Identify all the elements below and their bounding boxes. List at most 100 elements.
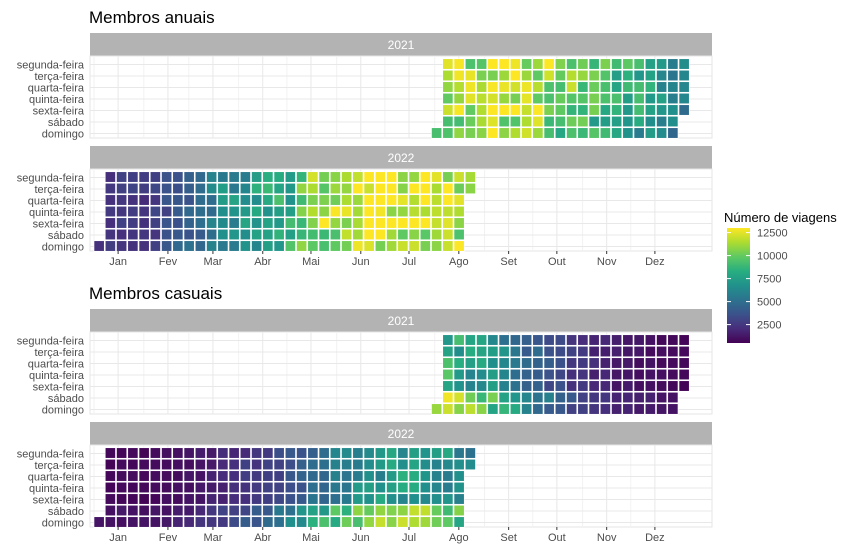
heatmap-cell — [296, 458, 308, 471]
heatmap-cell — [453, 104, 465, 116]
heatmap-cell — [239, 481, 251, 494]
heatmap-cell — [386, 493, 398, 505]
heatmap-cell — [307, 171, 319, 183]
heatmap-cell — [588, 58, 600, 70]
heatmap-cell — [161, 228, 173, 241]
heatmap-cell — [464, 458, 476, 471]
heatmap-cell — [172, 447, 184, 459]
heatmap-cell — [116, 493, 128, 505]
heatmap-cell — [352, 481, 364, 494]
heatmap-cell — [228, 481, 240, 494]
heatmap-cell — [611, 69, 623, 82]
heatmap-cell — [442, 115, 454, 128]
heatmap-cell — [521, 403, 533, 415]
weekday-label: quinta-feira — [29, 94, 85, 106]
heatmap-cell — [532, 92, 544, 105]
heatmap-cell — [217, 493, 229, 505]
heatmap-cell — [566, 357, 578, 369]
heatmap-cell — [599, 345, 611, 358]
heatmap-cell — [644, 104, 656, 116]
heatmap-cell — [611, 58, 623, 70]
heatmap-cell — [419, 182, 431, 195]
weekday-label: terça-feira — [34, 347, 84, 359]
heatmap-cell — [498, 104, 510, 116]
heatmap-cell — [464, 403, 476, 415]
heatmap-cell — [554, 380, 566, 392]
heatmap-cell — [442, 205, 454, 218]
heatmap-cell — [656, 104, 668, 116]
facet-strip — [90, 33, 712, 56]
heatmap-cell — [588, 357, 600, 369]
heatmap-cell — [453, 391, 465, 404]
heatmap-cell — [487, 380, 499, 392]
heatmap-cell — [363, 171, 375, 183]
weekday-label: domingo — [42, 405, 84, 417]
weekday-label: terça-feira — [34, 71, 84, 83]
heatmap-cell — [498, 357, 510, 369]
heatmap-cell — [487, 391, 499, 404]
heatmap-cell — [296, 194, 308, 206]
heatmap-cell — [442, 516, 454, 528]
heatmap-cell — [588, 391, 600, 404]
heatmap-cell — [543, 391, 555, 404]
heatmap-cell — [217, 205, 229, 218]
heatmap-cell — [318, 217, 330, 229]
weekday-label: terça-feira — [34, 184, 84, 196]
heatmap-cell — [273, 516, 285, 528]
heatmap-cell — [419, 205, 431, 218]
facet-strip-label: 2022 — [388, 151, 415, 165]
legend-tick-label: 5000 — [757, 297, 781, 309]
weekday-label: sábado — [48, 117, 84, 129]
heatmap-cell — [408, 217, 420, 229]
heatmap-cell — [464, 115, 476, 128]
heatmap-cell — [509, 357, 521, 369]
heatmap-cell — [307, 194, 319, 206]
heatmap-cell — [251, 504, 263, 517]
heatmap-cell — [194, 481, 206, 494]
heatmap-cell — [307, 217, 319, 229]
heatmap-cell — [431, 127, 443, 139]
heatmap-cell — [442, 481, 454, 494]
heatmap-cell — [599, 391, 611, 404]
heatmap-cell — [239, 194, 251, 206]
heatmap-cell — [476, 69, 488, 82]
heatmap-cell — [622, 357, 634, 369]
heatmap-cell — [172, 228, 184, 241]
heatmap-cell — [194, 458, 206, 471]
heatmap-cell — [476, 403, 488, 415]
heatmap-cell — [116, 481, 128, 494]
heatmap-cell — [183, 458, 195, 471]
heatmap-cell — [521, 92, 533, 105]
heatmap-cell — [149, 516, 161, 528]
heatmap-cell — [273, 194, 285, 206]
heatmap-cell — [644, 391, 656, 404]
heatmap-cell — [127, 205, 139, 218]
heatmap-cell — [543, 92, 555, 105]
heatmap-cell — [284, 171, 296, 183]
heatmap-cell — [273, 205, 285, 218]
heatmap-cell — [397, 240, 409, 252]
heatmap-cell — [262, 504, 274, 517]
heatmap-cell — [172, 481, 184, 494]
heatmap-cell — [217, 458, 229, 471]
heatmap-cell — [194, 516, 206, 528]
heatmap-cell — [262, 470, 274, 482]
heatmap-cell — [104, 217, 116, 229]
heatmap-cell — [588, 334, 600, 346]
heatmap-cell — [442, 171, 454, 183]
heatmap-cell — [341, 504, 353, 517]
heatmap-cell — [453, 115, 465, 128]
heatmap-cell — [194, 493, 206, 505]
heatmap-cell — [172, 194, 184, 206]
heatmap-cell — [633, 403, 645, 415]
heatmap-cell — [554, 92, 566, 105]
weekday-label: sexta-feira — [33, 219, 85, 231]
heatmap-cell — [363, 504, 375, 517]
weekday-label: quinta-feira — [29, 370, 85, 382]
heatmap-cell — [532, 127, 544, 139]
heatmap-cell — [374, 481, 386, 494]
heatmap-cell — [127, 182, 139, 195]
heatmap-cell — [644, 69, 656, 82]
month-label: Fev — [159, 256, 178, 268]
heatmap-cell — [273, 447, 285, 459]
